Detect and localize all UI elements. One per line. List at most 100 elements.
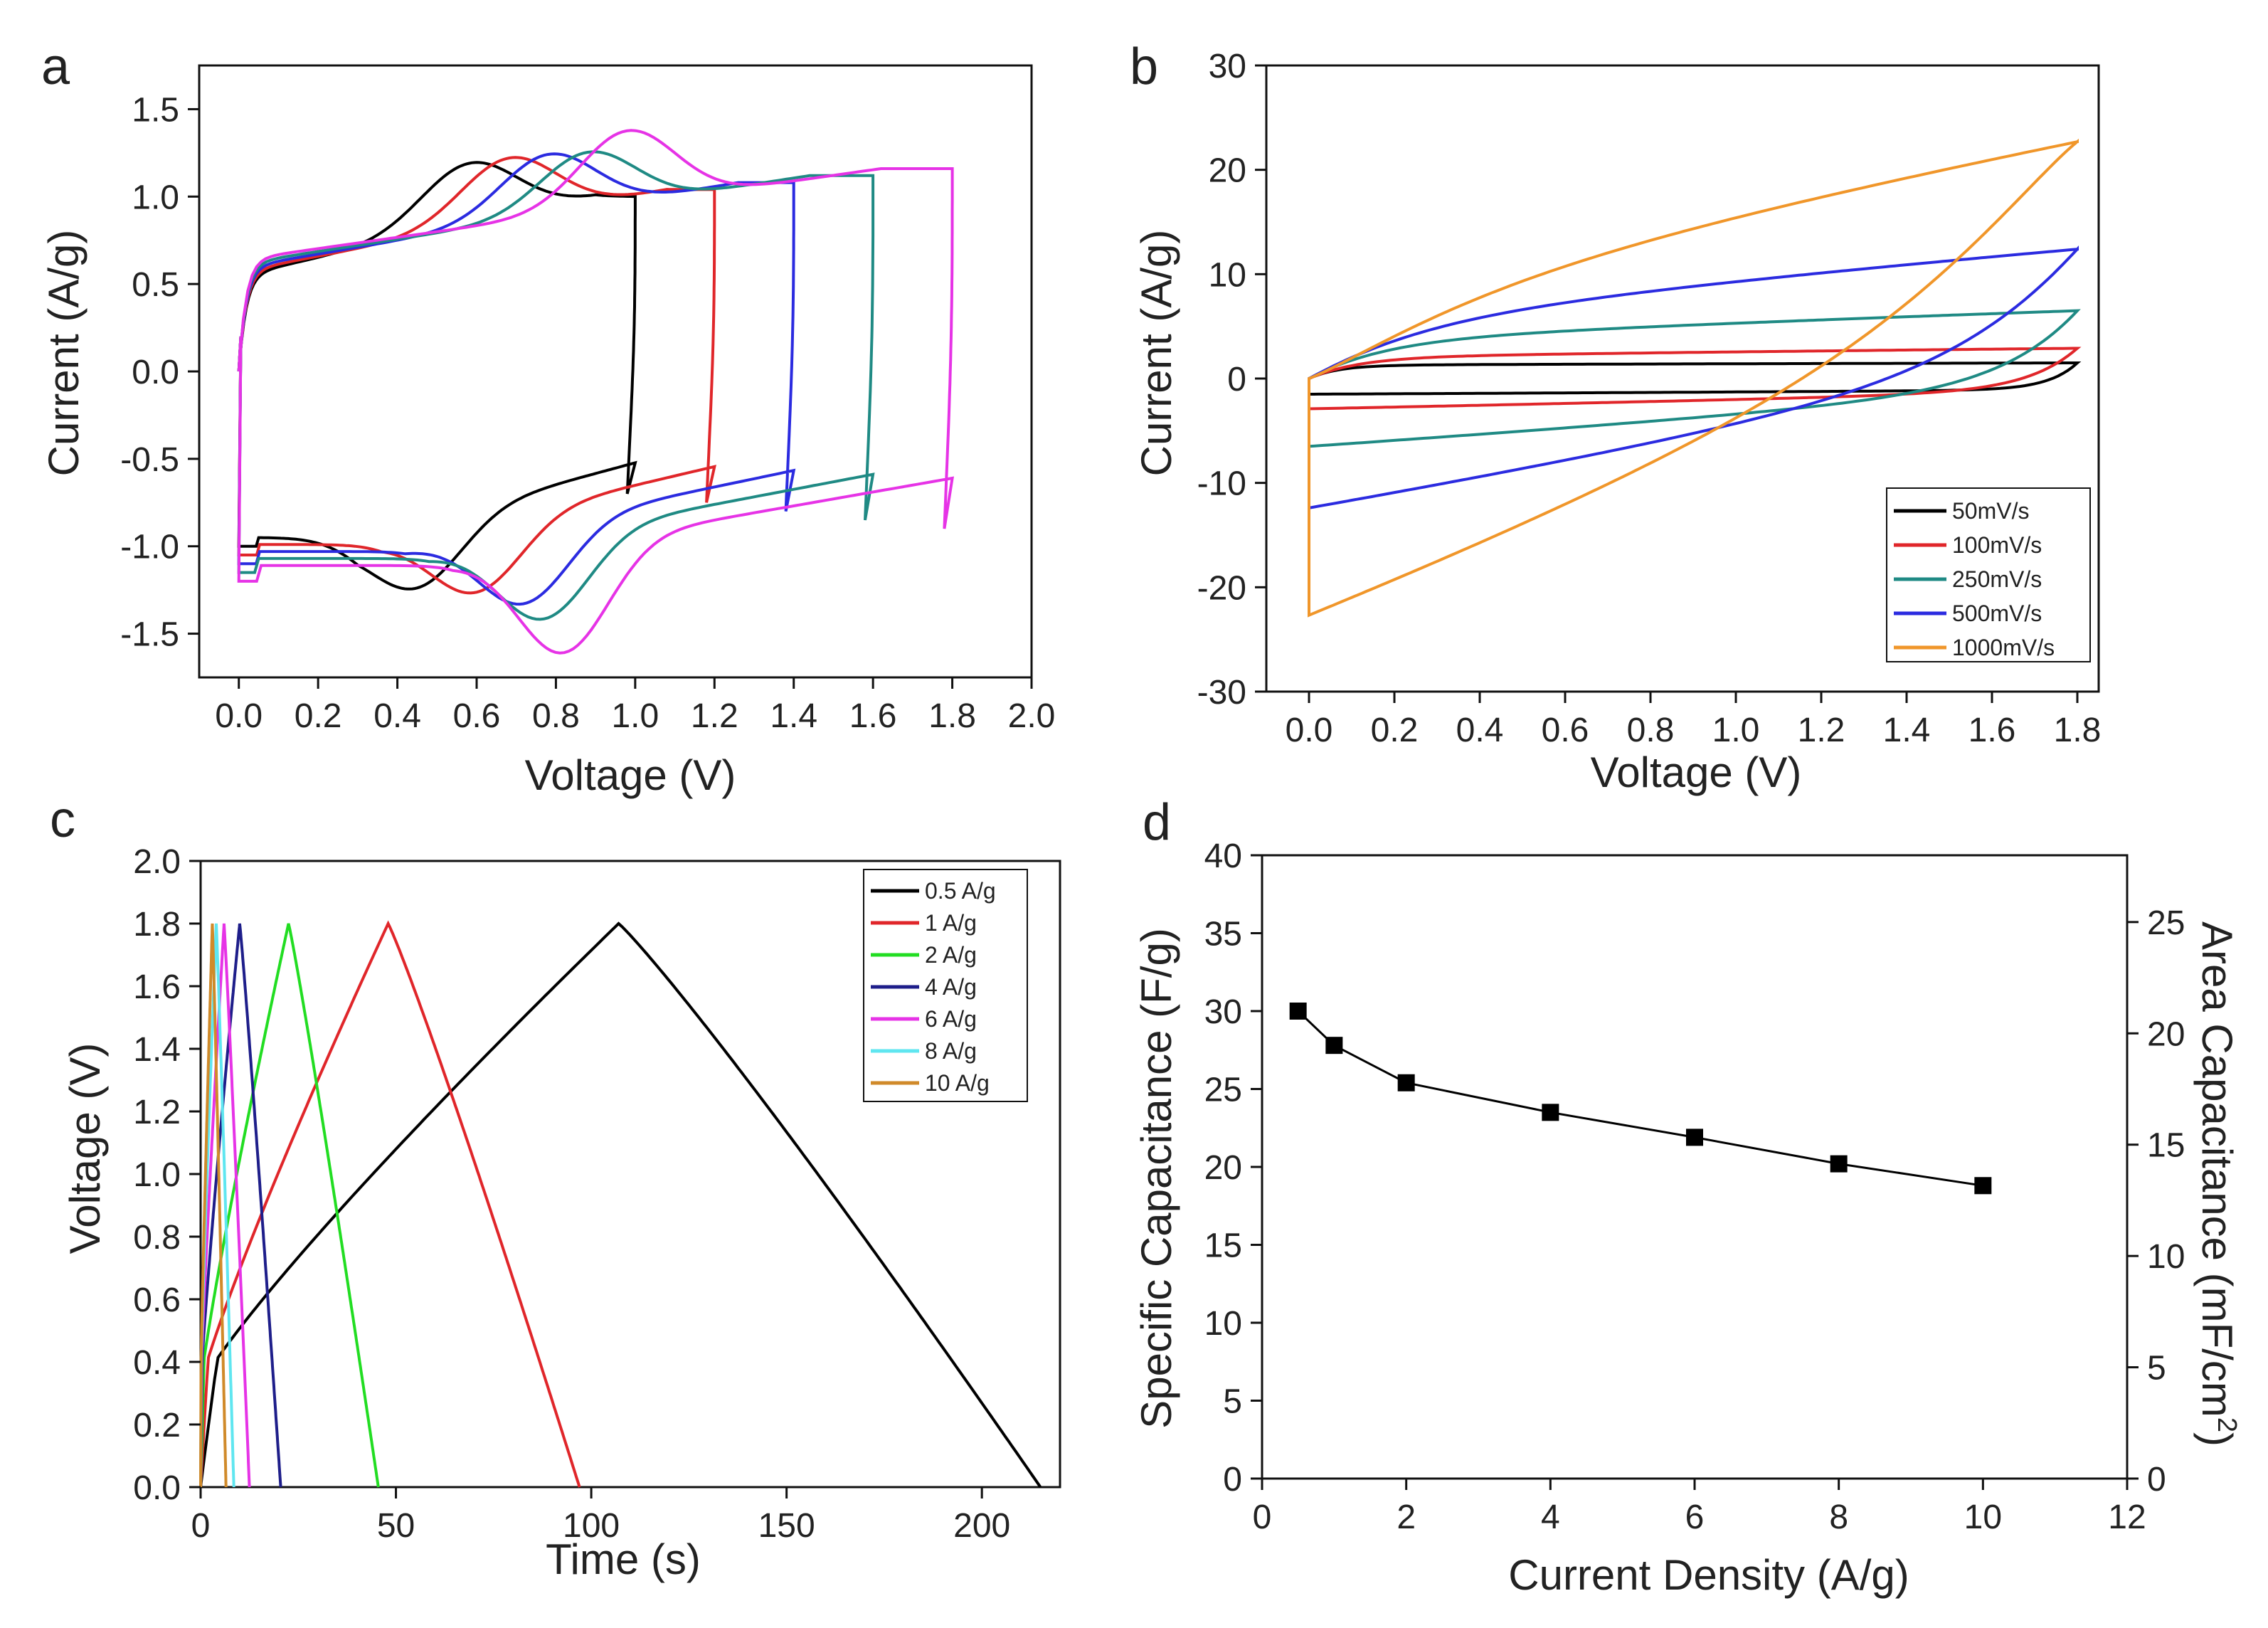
panel-c-y-tick-label: 0.8: [133, 1219, 181, 1257]
panel-c-gcd-curve-6 A/g: [199, 923, 251, 1488]
panel-c-y-tick-label: 1.4: [133, 1031, 181, 1069]
panel-a-x-tick-label: 0.8: [532, 697, 580, 735]
panel-c-x-tick-label: 100: [563, 1507, 620, 1545]
panel-b-cv-curve-500mV/s: [1308, 245, 2079, 510]
panel-c-legend-label: 8 A/g: [925, 1038, 977, 1064]
panel-a-x-tick-label: 0.0: [215, 697, 263, 735]
panel-d-x-tick-label: 6: [1685, 1498, 1705, 1536]
panel-d-y2-tick-label: 10: [2147, 1238, 2185, 1276]
panel-d-y2-tick-label: 20: [2147, 1015, 2185, 1053]
panel-c-x-tick-label: 0: [191, 1507, 211, 1545]
panel-c-y-tick-label: 1.8: [133, 906, 181, 944]
panel-b-y-tick-label: -10: [1197, 465, 1246, 503]
panel-c-legend-label: 1 A/g: [925, 910, 977, 936]
panel-letter-b: b: [1130, 38, 1158, 95]
panel-c-y-tick-label: 1.2: [133, 1094, 181, 1131]
panel-a-y-tick-label: 1.0: [132, 179, 179, 216]
panel-b-legend-box: [1886, 487, 2091, 662]
panel-b-legend-label: 500mV/s: [1952, 601, 2042, 626]
panel-b-legend-label: 250mV/s: [1952, 566, 2042, 592]
panel-c-chart: 0 50 100 150 200 0.0 0.2 0.4 0.6 0.8 1.0 1.2 1.4 1.6…: [61, 843, 1061, 1583]
panel-d-data-point-4: [1542, 1104, 1559, 1121]
panel-b-chart: 0.0 0.2 0.4 0.6 0.8 1.0 1.2 1.4 1.6 1.8 -30 -20 -10…: [1133, 48, 2101, 796]
panel-c-gcd-curve-0.5 A/g: [199, 921, 1042, 1489]
panel-d-data-point-1: [1325, 1037, 1343, 1054]
panel-c-legend-label: 4 A/g: [925, 974, 977, 1000]
panel-a-cv-curve-3: [237, 152, 796, 606]
panel-c-gcd-curve-10 A/g: [199, 923, 228, 1488]
panel-a-x-tick-label: 1.2: [691, 697, 738, 735]
panel-d-y-tick-label: 0: [1223, 1461, 1242, 1498]
panel-b-x-tick-label: 1.2: [1798, 712, 1845, 749]
panel-a-y-axis: -1.5 -1.0 -0.5 0.0 0.5 1.0 1.5: [120, 91, 199, 654]
panel-d-chart: 0 2 4 6 8 10 12 0 5 10 15 20 25 30 35 40 0 5 10 15 20 25 Cu…: [1133, 837, 2242, 1599]
panel-c-y-tick-label: 0.4: [133, 1344, 181, 1382]
panel-b-legend-label: 1000mV/s: [1952, 635, 2055, 660]
panel-d-x-tick-label: 12: [2108, 1498, 2146, 1536]
panel-b-x-tick-label: 1.8: [2054, 712, 2102, 749]
panel-c-x-tick-label: 50: [377, 1507, 415, 1545]
panel-d-y-axis-title: Specific Capacitance (F/g): [1133, 928, 1180, 1429]
panel-a-x-tick-label: 1.4: [770, 697, 817, 735]
panel-c-legend-label: 2 A/g: [925, 942, 977, 968]
panel-d-y2-tick-label: 15: [2147, 1127, 2185, 1165]
panel-b-cv-curve-100mV/s: [1308, 347, 2082, 411]
panel-d-x-tick-label: 10: [1964, 1498, 2002, 1536]
panel-c-legend-label: 0.5 A/g: [925, 878, 996, 904]
panel-a-cv-curve-1: [237, 161, 637, 591]
panel-b-y-tick-label: 30: [1209, 48, 1246, 85]
panel-c-x-axis-title: Time (s): [546, 1536, 701, 1583]
panel-c-y-tick-label: 0.2: [133, 1407, 181, 1444]
panel-d-y-tick-label: 25: [1204, 1072, 1242, 1109]
panel-b-x-tick-label: 0.0: [1286, 712, 1333, 749]
panel-d-data-point-8: [1830, 1155, 1848, 1173]
panel-c-y-tick-label: 1.0: [133, 1156, 181, 1194]
panel-b-y-tick-label: -30: [1197, 674, 1246, 712]
panel-d-x-tick-label: 2: [1397, 1498, 1416, 1536]
panel-a-y-tick-label: 0.5: [132, 266, 179, 304]
panel-d-y-axis: 0 5 10 15 20 25 30 35 40: [1204, 837, 1262, 1498]
panel-b-cv-curve-250mV/s: [1308, 309, 2081, 448]
panel-a-y-tick-label: -0.5: [120, 441, 179, 479]
panel-b-y-axis: -30 -20 -10 0 10 20 30: [1197, 48, 1266, 712]
panel-b-x-tick-label: 0.6: [1542, 712, 1589, 749]
panel-a-x-tick-label: 2.0: [1008, 697, 1056, 735]
panel-a-x-tick-label: 1.6: [849, 697, 897, 735]
panel-b-cv-curve-1000mV/s: [1308, 138, 2079, 618]
panel-letter-c: c: [50, 791, 75, 848]
panel-d-x-tick-label: 8: [1829, 1498, 1848, 1536]
panel-c-gcd-curve-4 A/g: [199, 923, 282, 1488]
panel-d-data-point-6: [1686, 1128, 1703, 1146]
panel-d-y2-tick-label: 5: [2147, 1350, 2166, 1388]
panel-c-gcd-curve-1 A/g: [199, 920, 581, 1488]
panel-d-x-axis-title: Current Density (A/g): [1508, 1551, 1909, 1599]
panel-c-legend-label: 6 A/g: [925, 1006, 977, 1032]
panel-b-x-tick-label: 0.8: [1627, 712, 1675, 749]
panel-letter-d: d: [1143, 794, 1171, 851]
panel-d-y2-tick-label: 0: [2147, 1461, 2166, 1498]
panel-a-x-tick-label: 0.6: [453, 697, 501, 735]
panel-c-x-axis: 0 50 100 150 200: [191, 1487, 1010, 1545]
panel-b-x-tick-label: 1.4: [1883, 712, 1931, 749]
panel-c-y-tick-label: 1.6: [133, 968, 181, 1006]
panel-c-y-tick-label: 0.6: [133, 1281, 181, 1319]
panel-b-y-axis-title: Current (A/g): [1133, 230, 1180, 477]
panel-d-y2-title-end: ): [2193, 1432, 2241, 1447]
panel-b-x-tick-label: 1.0: [1712, 712, 1760, 749]
panel-c-y-axis: 0.0 0.2 0.4 0.6 0.8 1.0 1.2 1.4 1.6 1.8 2.0: [133, 843, 201, 1507]
panel-d-x-axis: 0 2 4 6 8 10 12: [1253, 1479, 2146, 1536]
panel-d-y-tick-label: 15: [1204, 1227, 1242, 1265]
panel-a-x-axis: 0.0 0.2 0.4 0.6 0.8 1.0 1.2 1.4 1.6 1.8 2.0: [215, 677, 1055, 735]
panel-d-x-tick-label: 4: [1541, 1498, 1560, 1536]
panel-a-y-tick-label: -1.0: [120, 529, 179, 566]
panel-d-y2-axis-title: Area Capacitance (mF/cm2): [2193, 921, 2242, 1447]
panel-d-y-tick-label: 40: [1204, 837, 1242, 875]
panel-d-y-tick-label: 35: [1204, 916, 1242, 953]
panel-a-y-tick-label: 0.0: [132, 354, 179, 391]
panel-a-x-tick-label: 0.4: [373, 697, 421, 735]
panel-c-gcd-curve-2 A/g: [199, 923, 380, 1488]
panel-a-y-tick-label: 1.5: [132, 91, 179, 129]
panel-b-y-tick-label: 0: [1227, 361, 1246, 398]
panel-d-y2-title-superscript: 2: [2212, 1417, 2242, 1432]
panel-d-y2-title-main: Area Capacitance (mF/cm: [2193, 921, 2241, 1417]
